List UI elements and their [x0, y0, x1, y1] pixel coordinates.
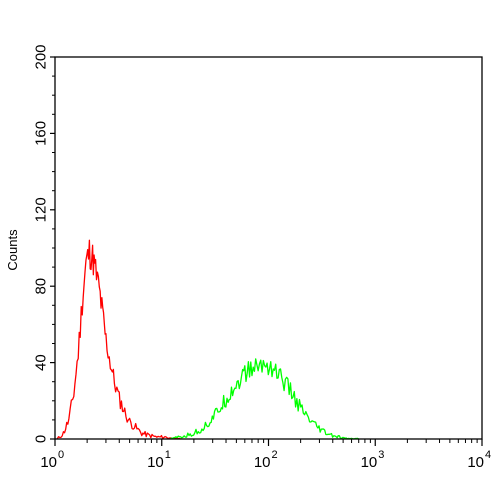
x-tick-label: 10 1: [147, 449, 171, 471]
series-group: [56, 239, 359, 440]
x-tick-exponent: 0: [58, 449, 64, 461]
x-tick-exponent: 1: [165, 449, 171, 461]
series-line-1: [56, 239, 181, 440]
y-tick-label: 0: [32, 435, 49, 443]
y-axis-label: Counts: [5, 229, 20, 271]
x-tick-label: 10 3: [361, 449, 385, 471]
y-tick-label: 160: [32, 121, 49, 146]
y-axis-ticks: 0 40 80 120 160 200: [32, 44, 55, 443]
y-tick-label: 40: [32, 354, 49, 371]
x-tick-exponent: 4: [485, 449, 491, 461]
x-tick-label: 10 2: [254, 449, 278, 471]
x-tick-label: 10 4: [467, 449, 491, 471]
x-tick-base: 10: [467, 454, 484, 471]
x-tick-exponent: 2: [272, 449, 278, 461]
x-tick-base: 10: [254, 454, 271, 471]
x-tick-base: 10: [40, 454, 57, 471]
x-tick-base: 10: [361, 454, 378, 471]
y-tick-label: 80: [32, 278, 49, 295]
x-tick-label: 10 0: [40, 449, 64, 471]
y-tick-label: 120: [32, 197, 49, 222]
y-tick-label: 200: [32, 44, 49, 69]
series-line-2: [169, 358, 359, 440]
x-tick-base: 10: [147, 454, 164, 471]
x-axis-ticks: 10 0 10 1 10 2 10 3 10 4: [40, 439, 491, 471]
plot-frame: [54, 56, 483, 440]
x-tick-exponent: 3: [378, 449, 384, 461]
